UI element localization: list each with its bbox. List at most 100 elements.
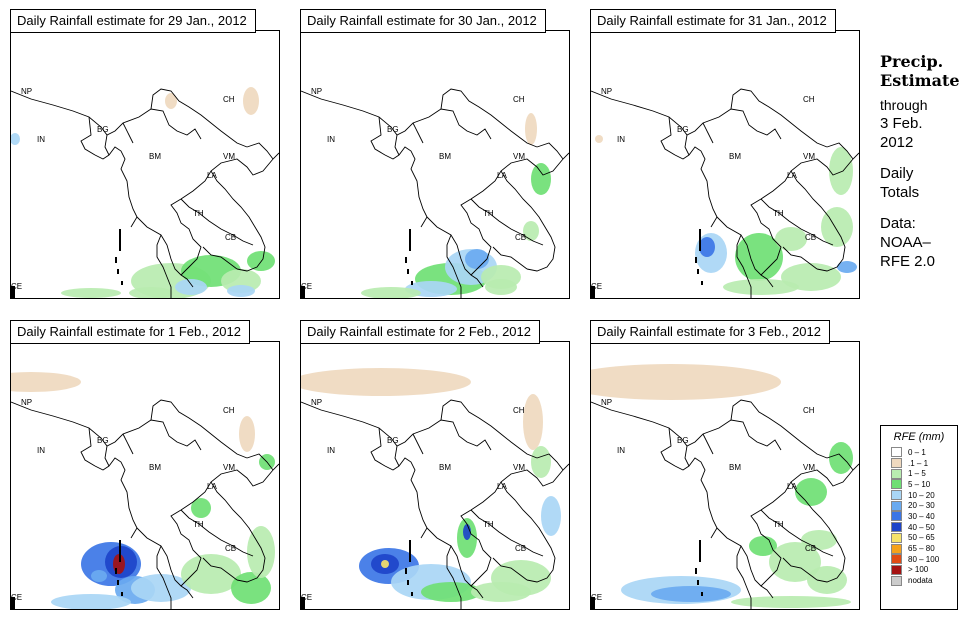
rain-cell [523, 221, 539, 241]
region-label-bg: BG [387, 125, 399, 134]
legend-item: 1 – 5 [891, 468, 957, 479]
island [407, 269, 409, 274]
region-label-bg: BG [677, 125, 689, 134]
legend-label: 1 – 5 [908, 469, 926, 479]
boundary-line [790, 481, 846, 583]
boundary-line [246, 142, 274, 160]
region-label-ch: CH [223, 406, 235, 415]
boundary-line [660, 116, 676, 156]
boundary-line [156, 234, 172, 298]
region-label-in: IN [327, 135, 335, 144]
boundary-line [736, 545, 752, 609]
island [11, 597, 15, 609]
legend-label: .1 – 1 [908, 458, 929, 468]
rain-cell [465, 249, 489, 269]
legend-item: 0 – 1 [891, 447, 957, 458]
boundary-line [782, 246, 818, 270]
legend-label: 50 – 65 [908, 533, 935, 543]
boundary-line [426, 216, 484, 288]
map-title: Daily Rainfall estimate for 1 Feb., 2012 [10, 320, 250, 344]
boundary-line [702, 122, 714, 144]
legend-item: 10 – 20 [891, 490, 957, 501]
boundary-line [684, 134, 690, 156]
island [411, 281, 413, 285]
rain-cell [595, 135, 603, 143]
region-label-vm: VM [223, 463, 235, 472]
boundary-line [384, 146, 428, 228]
region-label-cb: CB [515, 544, 526, 553]
boundary-line [122, 122, 134, 144]
legend-label: nodata [908, 576, 933, 586]
map-title: Daily Rainfall estimate for 2 Feb., 2012 [300, 320, 540, 344]
rain-cell [699, 237, 715, 257]
legend-item: > 100 [891, 564, 957, 576]
island [701, 281, 703, 285]
boundary-line [202, 246, 238, 270]
legend-label: > 100 [908, 565, 929, 575]
boundary-line [104, 134, 110, 156]
rain-cell [591, 364, 781, 400]
caption-product: RFE 2.0 [880, 253, 936, 270]
island [411, 592, 413, 596]
region-label-la: LA [497, 482, 507, 491]
legend-item: 5 – 10 [891, 479, 957, 490]
legend-swatch [891, 564, 902, 575]
country-boundaries [301, 88, 569, 298]
boundary-line [826, 142, 854, 160]
boundary-line [412, 122, 424, 144]
legend-item: 30 – 40 [891, 511, 957, 522]
boundary-line [492, 246, 528, 270]
boundary-line [94, 457, 138, 539]
boundary-line [104, 445, 110, 467]
rainfall-map-1feb: Daily Rainfall estimate for 1 Feb., 2012… [10, 320, 280, 610]
country-boundaries [11, 88, 279, 298]
boundary-line [122, 433, 134, 455]
rain-cell [227, 285, 255, 297]
region-label-cb: CB [805, 233, 816, 242]
boundary-line [790, 170, 846, 272]
caption-title-line2: Estimate [880, 71, 960, 90]
legend-swatch [891, 532, 902, 543]
rain-cell [175, 279, 207, 295]
boundary-line [492, 557, 528, 581]
rainfall-layer [361, 113, 551, 298]
map-svg: NP CH IN BG BM VM LA TH CB CE [301, 87, 569, 298]
boundary-line [470, 463, 569, 511]
boundary-line [760, 463, 859, 511]
region-label-ce: CE [11, 282, 22, 291]
boundary-line [370, 427, 386, 467]
legend-item: 65 – 80 [891, 543, 957, 554]
rain-cell [181, 554, 241, 594]
rain-cell [421, 582, 481, 602]
boundary-line [460, 198, 492, 276]
map-area: NP CH IN BG BM VM LA TH CB CE [10, 341, 280, 610]
region-label-in: IN [617, 135, 625, 144]
boundary-line [156, 545, 172, 609]
boundary-line [180, 198, 254, 246]
rain-cell [129, 287, 173, 298]
boundary-line [660, 427, 676, 467]
boundary-line [674, 457, 718, 539]
island [119, 540, 121, 562]
boundary-line [384, 457, 428, 539]
boundary-line [136, 216, 194, 288]
rain-cell [795, 478, 827, 506]
island [695, 568, 697, 574]
legend-swatch [891, 468, 902, 479]
island [699, 229, 701, 251]
boundary-line [730, 399, 828, 459]
boundary-line [426, 527, 484, 599]
rain-cell [837, 261, 857, 273]
region-label-in: IN [37, 446, 45, 455]
rain-cell [523, 394, 543, 450]
boundary-line [202, 557, 238, 581]
legend-item: 40 – 50 [891, 522, 957, 533]
rainfall-map-29jan: Daily Rainfall estimate for 29 Jan., 201… [10, 9, 280, 299]
rainfall-map-31jan: Daily Rainfall estimate for 31 Jan., 201… [590, 9, 860, 299]
legend-title: RFE (mm) [893, 431, 945, 443]
rain-cell [723, 279, 799, 295]
legend-swatch [891, 479, 902, 490]
rain-cell [485, 279, 517, 295]
rain-cell [11, 372, 81, 392]
